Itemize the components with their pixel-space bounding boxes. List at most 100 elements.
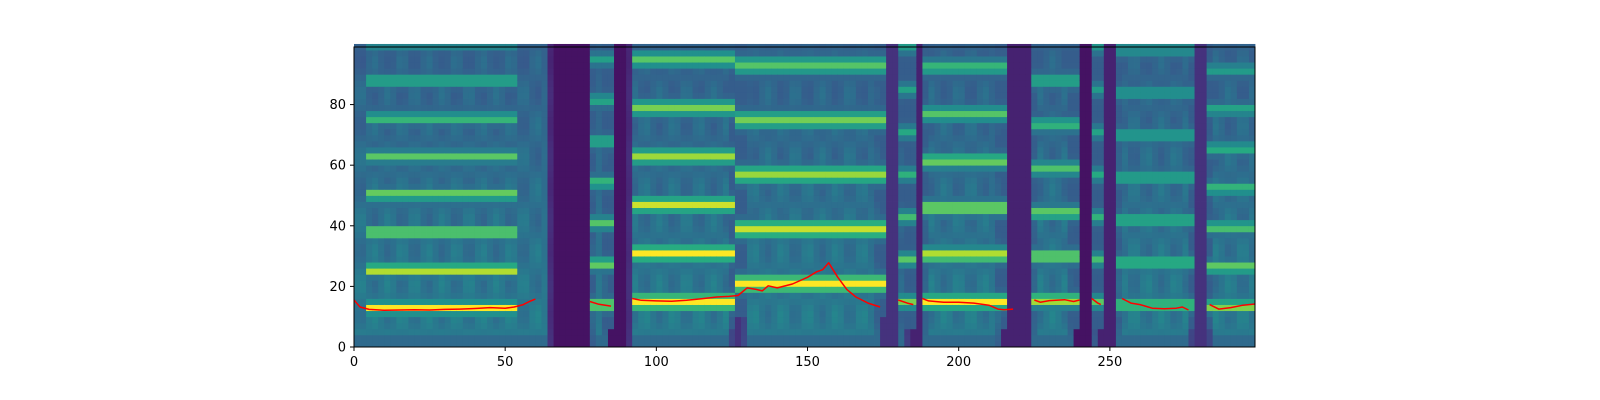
heatmap-cell xyxy=(474,340,482,348)
heatmap-cell xyxy=(662,122,669,130)
heatmap-cell xyxy=(662,322,669,330)
heatmap-cell xyxy=(571,316,579,324)
heatmap-cell xyxy=(753,171,760,178)
heatmap-cell xyxy=(565,177,573,184)
heatmap-cell xyxy=(517,189,524,196)
heatmap-cell xyxy=(583,134,591,142)
heatmap-cell xyxy=(928,171,935,178)
heatmap-cell xyxy=(559,213,567,221)
heatmap-cell xyxy=(408,140,415,148)
heatmap-cell xyxy=(511,328,518,336)
heatmap-cell xyxy=(426,207,434,215)
heatmap-cell xyxy=(420,140,427,148)
heatmap-cell xyxy=(686,122,694,130)
heatmap-cell xyxy=(354,62,361,69)
heatmap-cell xyxy=(632,104,639,112)
heatmap-cell xyxy=(904,62,911,69)
heatmap-cell xyxy=(493,195,500,202)
heatmap-cell xyxy=(741,262,748,269)
heatmap-cell xyxy=(523,268,530,275)
heatmap-cell xyxy=(934,213,941,221)
heatmap-cell xyxy=(831,298,839,305)
heatmap-cell xyxy=(487,50,494,57)
heatmap-cell xyxy=(402,207,409,215)
heatmap-cell xyxy=(904,213,911,221)
heatmap-cell xyxy=(753,292,760,299)
heatmap-cell xyxy=(432,213,440,221)
heatmap-cell xyxy=(789,128,796,136)
heatmap-cell xyxy=(468,328,476,336)
heatmap-cell xyxy=(638,92,645,99)
heatmap-cell xyxy=(474,74,482,81)
heatmap-cell xyxy=(916,262,923,269)
heatmap-cell xyxy=(589,268,597,275)
heatmap-cell xyxy=(583,122,591,130)
heatmap-cell xyxy=(632,92,639,99)
heatmap-cell xyxy=(686,140,694,148)
heatmap-cell xyxy=(595,225,603,233)
heatmap-cell xyxy=(843,134,851,142)
heatmap-cell xyxy=(898,250,905,257)
heatmap-cell xyxy=(861,110,869,118)
heatmap-cell xyxy=(849,219,857,227)
heatmap-cell xyxy=(468,140,476,148)
heatmap-cell xyxy=(595,219,603,227)
heatmap-cell xyxy=(710,310,718,318)
heatmap-cell xyxy=(759,262,766,269)
heatmap-cell xyxy=(874,74,881,81)
heatmap-cell xyxy=(795,280,802,287)
heatmap-cell xyxy=(874,316,881,324)
heatmap-cell xyxy=(390,104,397,112)
heatmap-cell xyxy=(595,56,603,63)
heatmap-cell xyxy=(892,225,899,233)
heatmap-cell xyxy=(741,316,748,324)
heatmap-cell xyxy=(607,334,615,342)
heatmap-cell xyxy=(825,250,833,257)
heatmap-cell xyxy=(565,250,573,257)
heatmap-cell xyxy=(360,147,367,154)
heatmap-cell xyxy=(414,110,421,118)
heatmap-cell xyxy=(444,110,452,118)
heatmap-cell xyxy=(765,304,772,312)
heatmap-cell xyxy=(656,56,663,63)
heatmap-cell xyxy=(607,134,615,142)
heatmap-cell xyxy=(783,243,790,251)
heatmap-cell xyxy=(565,334,573,342)
heatmap-cell xyxy=(662,274,669,281)
heatmap-cell xyxy=(499,128,506,136)
heatmap-cell xyxy=(559,274,567,281)
heatmap-cell xyxy=(523,292,530,299)
heatmap-cell xyxy=(408,243,415,251)
heatmap-cell xyxy=(940,159,948,166)
heatmap-cell xyxy=(547,183,554,190)
heatmap-cell xyxy=(692,116,700,124)
heatmap-cell xyxy=(867,104,875,112)
heatmap-cell xyxy=(825,134,833,142)
heatmap-cell xyxy=(831,292,839,299)
heatmap-cell xyxy=(607,322,615,330)
heatmap-cell xyxy=(843,56,851,63)
heatmap-cell xyxy=(402,159,409,166)
heatmap-cell xyxy=(674,340,681,348)
heatmap-cell xyxy=(553,86,560,93)
heatmap-cell xyxy=(819,159,827,166)
heatmap-cell xyxy=(849,159,857,166)
heatmap-cell xyxy=(747,250,754,257)
heatmap-cell xyxy=(916,292,923,299)
heatmap-cell xyxy=(910,171,917,178)
heatmap-cell xyxy=(728,219,736,227)
heatmap-cell xyxy=(468,68,476,75)
heatmap-cell xyxy=(444,310,452,318)
heatmap-cell xyxy=(952,250,960,257)
heatmap-cell xyxy=(874,183,881,190)
heatmap-cell xyxy=(372,74,379,81)
heatmap-cell xyxy=(595,237,603,245)
heatmap-cell xyxy=(523,340,530,348)
heatmap-cell xyxy=(638,274,645,281)
heatmap-cell xyxy=(650,92,657,99)
heatmap-cell xyxy=(456,225,464,233)
heatmap-cell xyxy=(795,98,802,105)
heatmap-cell xyxy=(638,177,645,184)
heatmap-cell xyxy=(710,213,718,221)
heatmap-cell xyxy=(747,292,754,299)
